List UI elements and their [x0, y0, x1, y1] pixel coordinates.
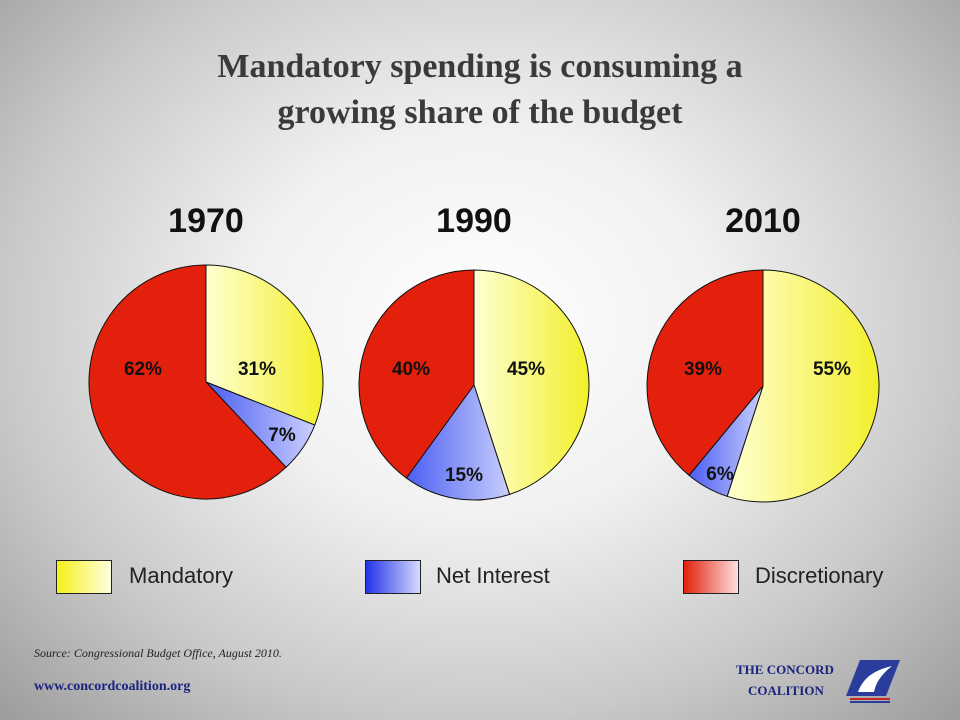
- year-label-1970: 1970: [168, 202, 244, 240]
- pie-slice-2010-mandatory: [726, 269, 880, 503]
- data-label-1990-net-interest: 15%: [445, 465, 483, 486]
- legend-label-net-interest: Net Interest: [436, 563, 550, 588]
- data-label-1990-mandatory: 45%: [507, 359, 545, 380]
- data-label-1990-discretionary: 40%: [392, 359, 430, 380]
- source-note: Source: Congressional Budget Office, Aug…: [34, 646, 282, 660]
- data-label-2010-net-interest: 6%: [706, 464, 734, 485]
- legend-swatch-discretionary: [683, 560, 739, 594]
- logo-text-line1: THE CONCORD: [736, 662, 834, 677]
- data-label-1970-net-interest: 7%: [268, 425, 296, 446]
- data-label-1970-mandatory: 31%: [238, 359, 276, 380]
- legend-label-discretionary: Discretionary: [755, 563, 884, 588]
- legend-swatch-mandatory: [56, 560, 112, 594]
- pie-slice-1970-discretionary: [88, 264, 287, 500]
- pie-slice-1990-net-interest: [405, 383, 511, 501]
- pie-slice-1990-discretionary: [358, 269, 475, 479]
- year-label-2010: 2010: [725, 202, 801, 240]
- chart-title-line2: growing share of the budget: [277, 94, 683, 131]
- concord-coalition-logo: THE CONCORD COALITION: [736, 654, 906, 706]
- data-label-2010-mandatory: 55%: [813, 359, 851, 380]
- legend-label-mandatory: Mandatory: [129, 563, 233, 588]
- pie-slice-1970-mandatory: [205, 264, 324, 426]
- data-label-2010-discretionary: 39%: [684, 359, 722, 380]
- website-link[interactable]: www.concordcoalition.org: [34, 679, 191, 694]
- year-label-1990: 1990: [436, 202, 512, 240]
- chart-title-line1: Mandatory spending is consuming a: [217, 48, 743, 85]
- legend-swatch-net-interest: [365, 560, 421, 594]
- eagle-emblem-icon: [846, 660, 900, 703]
- data-label-1970-discretionary: 62%: [124, 359, 162, 380]
- chart-title: Mandatory spending is consuming a growin…: [0, 44, 960, 136]
- pie-slice-2010-discretionary: [646, 269, 764, 477]
- logo-text-line2: COALITION: [748, 683, 824, 698]
- pie-slice-1990-mandatory: [473, 269, 590, 496]
